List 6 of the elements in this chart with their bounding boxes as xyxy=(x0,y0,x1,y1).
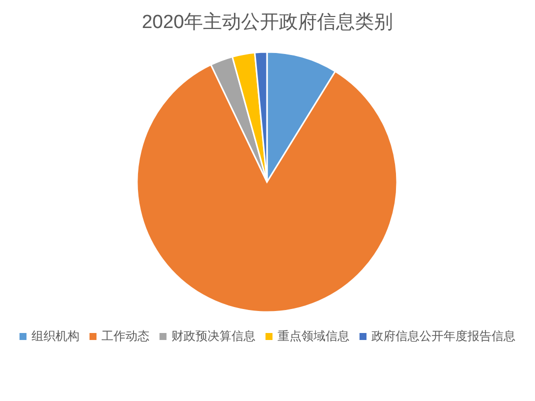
legend-label: 组织机构 xyxy=(32,329,80,343)
legend-label: 政府信息公开年度报告信息 xyxy=(372,329,516,343)
chart-title: 2020年主动公开政府信息类别 xyxy=(142,11,394,33)
legend-label: 重点领域信息 xyxy=(278,329,350,343)
legend-label: 财政预决算信息 xyxy=(172,329,256,343)
legend-label: 工作动态 xyxy=(102,329,150,343)
